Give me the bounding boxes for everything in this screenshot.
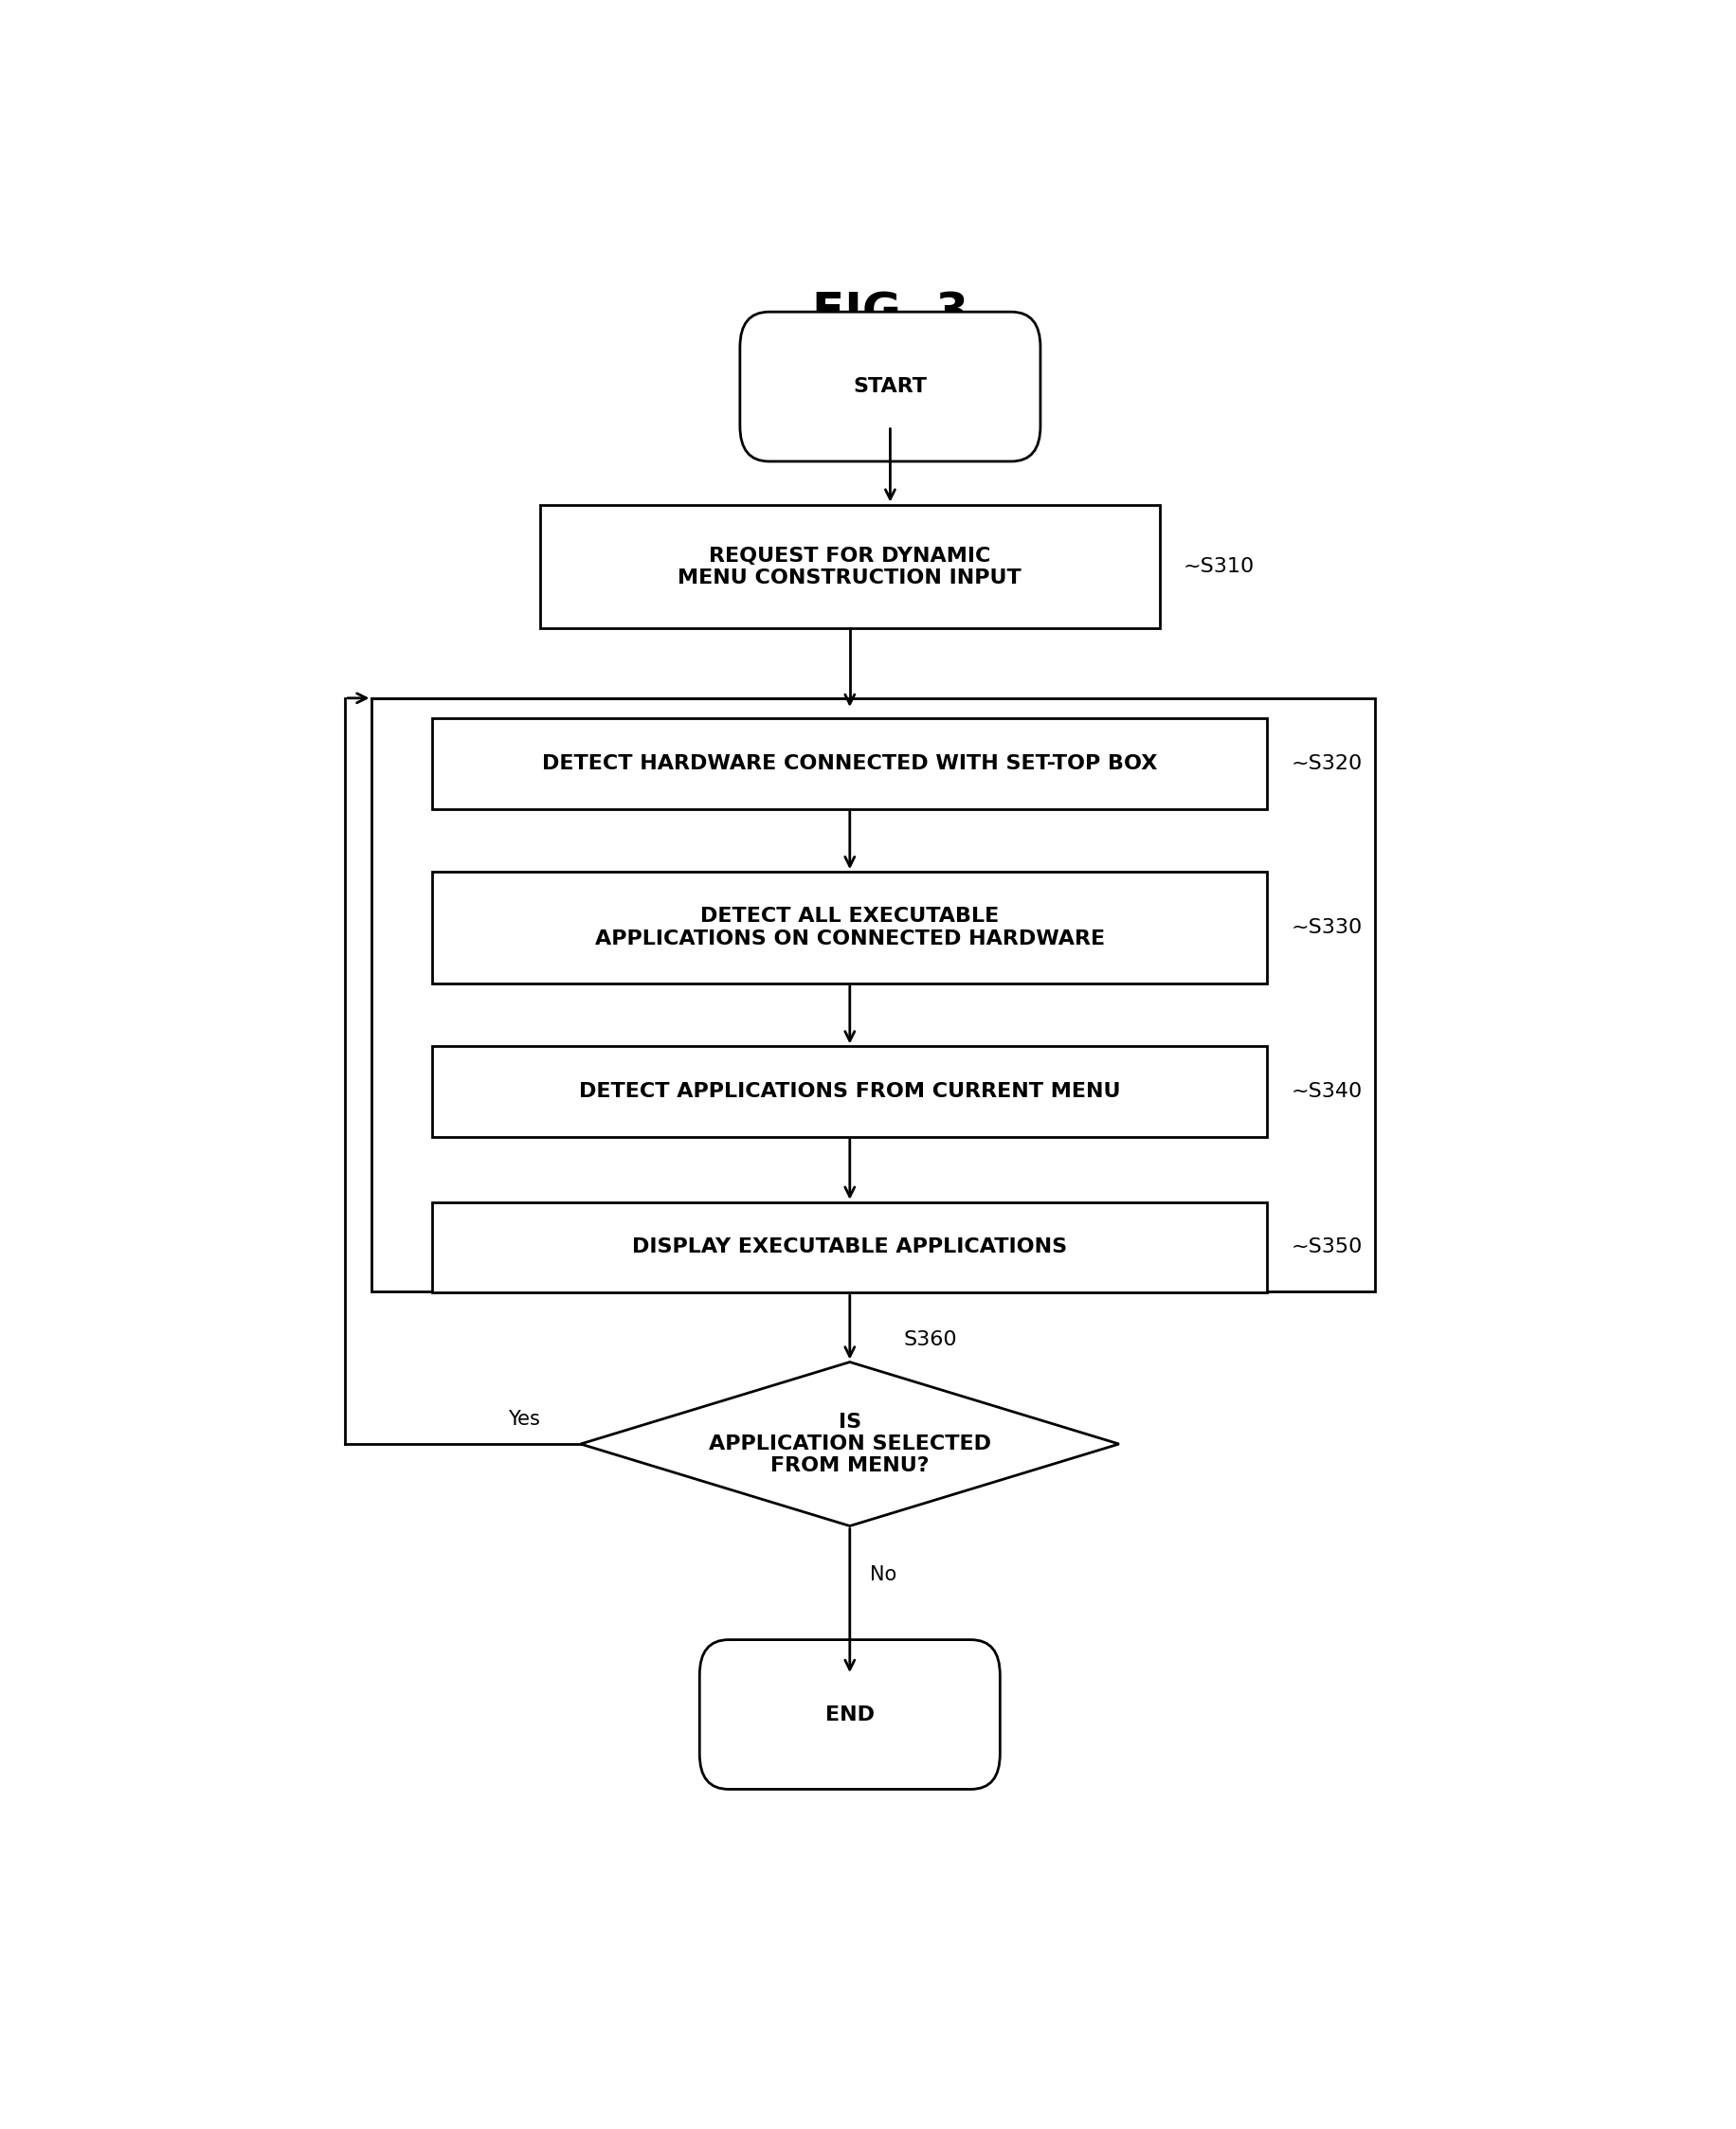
- Text: ~S350: ~S350: [1290, 1237, 1363, 1256]
- Text: START: START: [852, 377, 927, 396]
- Polygon shape: [580, 1363, 1118, 1526]
- Bar: [372, 698, 1375, 1292]
- Text: DETECT HARDWARE CONNECTED WITH SET-TOP BOX: DETECT HARDWARE CONNECTED WITH SET-TOP B…: [542, 754, 1156, 773]
- Text: DETECT APPLICATIONS FROM CURRENT MENU: DETECT APPLICATIONS FROM CURRENT MENU: [578, 1082, 1120, 1101]
- Bar: [432, 1047, 1267, 1137]
- Text: ~S310: ~S310: [1182, 558, 1255, 577]
- Text: S360: S360: [903, 1331, 957, 1350]
- Text: No: No: [870, 1565, 896, 1584]
- Text: REQUEST FOR DYNAMIC
MENU CONSTRUCTION INPUT: REQUEST FOR DYNAMIC MENU CONSTRUCTION IN…: [677, 547, 1021, 588]
- Bar: [432, 720, 1267, 809]
- Text: Yes: Yes: [509, 1409, 540, 1429]
- FancyBboxPatch shape: [740, 311, 1040, 462]
- Text: IS
APPLICATION SELECTED
FROM MENU?: IS APPLICATION SELECTED FROM MENU?: [708, 1412, 991, 1475]
- Text: FIG. 3: FIG. 3: [811, 290, 969, 336]
- Text: ~S340: ~S340: [1290, 1082, 1363, 1101]
- Bar: [432, 1203, 1267, 1292]
- Text: ~S330: ~S330: [1290, 918, 1363, 937]
- Text: ~S320: ~S320: [1290, 754, 1363, 773]
- Text: DETECT ALL EXECUTABLE
APPLICATIONS ON CONNECTED HARDWARE: DETECT ALL EXECUTABLE APPLICATIONS ON CO…: [594, 907, 1104, 947]
- Text: END: END: [825, 1705, 873, 1724]
- Bar: [432, 873, 1267, 984]
- Bar: [540, 505, 1158, 628]
- Text: DISPLAY EXECUTABLE APPLICATIONS: DISPLAY EXECUTABLE APPLICATIONS: [632, 1237, 1066, 1256]
- FancyBboxPatch shape: [700, 1639, 1000, 1788]
